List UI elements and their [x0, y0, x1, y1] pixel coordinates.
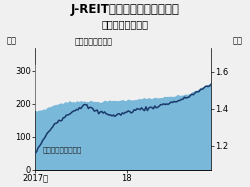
Text: 億円: 億円: [7, 36, 17, 45]
Text: 基準価格（右軸）: 基準価格（右軸）: [75, 37, 113, 46]
Text: J-REIT・リサーチ・オープン: J-REIT・リサーチ・オープン: [70, 3, 180, 16]
Text: 万円: 万円: [232, 36, 242, 45]
Text: 純資産総額（左軸）: 純資産総額（左軸）: [42, 147, 82, 153]
Text: （年２回決算型）: （年２回決算型）: [102, 20, 148, 30]
